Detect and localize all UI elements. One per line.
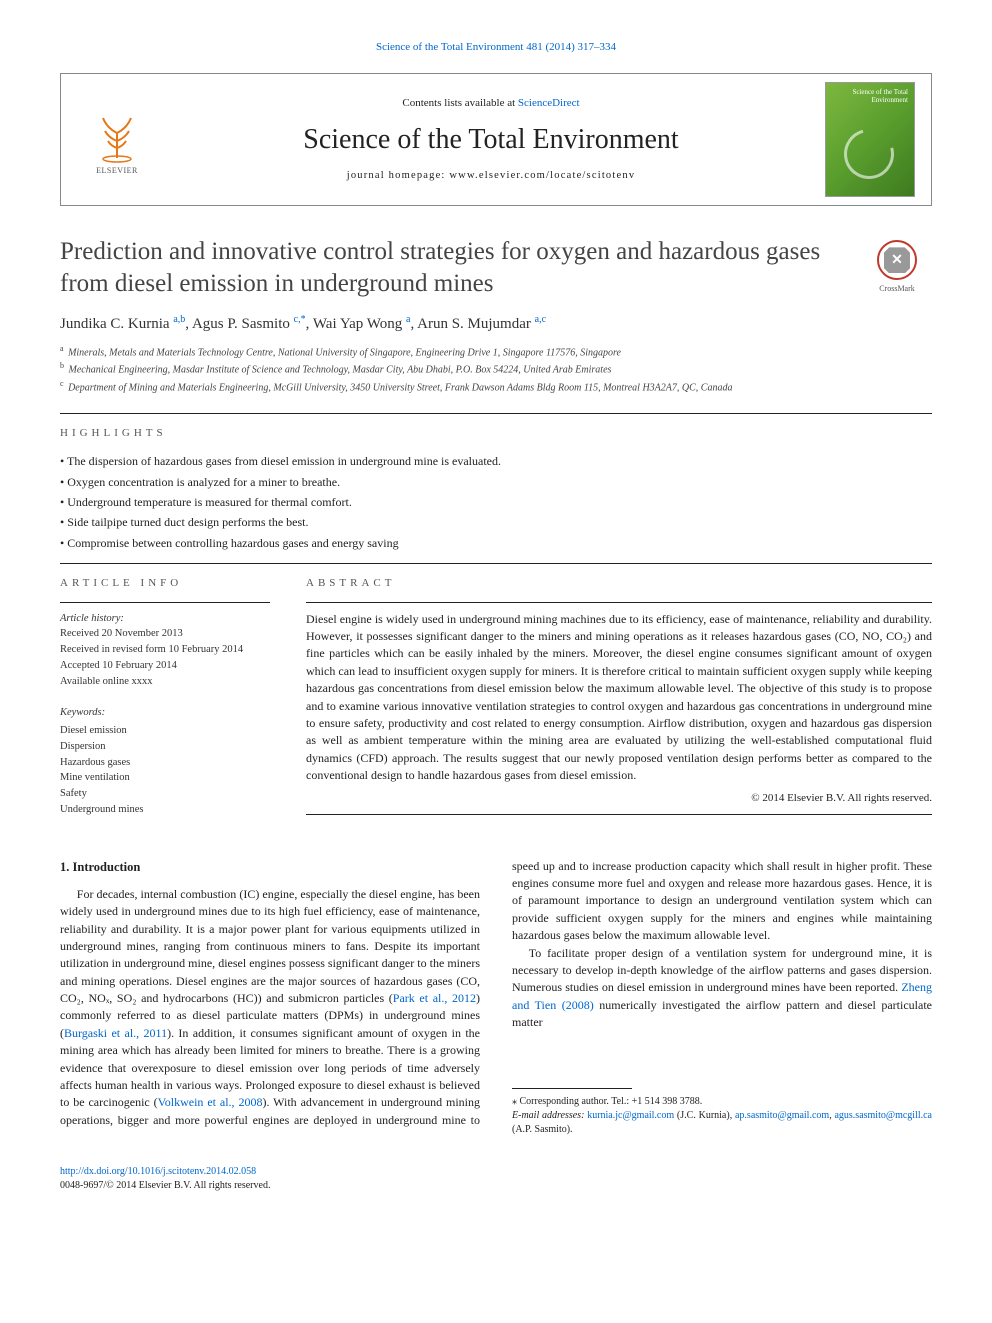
highlight-item: Side tailpipe turned duct design perform… — [60, 512, 932, 532]
body-para: To facilitate proper design of a ventila… — [512, 945, 932, 1032]
affiliation-line: c Department of Mining and Materials Eng… — [60, 378, 932, 395]
corresponding-author: ⁎ Corresponding author. Tel.: +1 514 398… — [512, 1095, 932, 1109]
history-line: Accepted 10 February 2014 — [60, 658, 270, 674]
divider — [306, 814, 932, 815]
citation-link[interactable]: Science of the Total Environment 481 (20… — [376, 41, 616, 53]
highlights-label: HIGHLIGHTS — [60, 426, 932, 441]
publisher-logo-block: ELSEVIER — [77, 103, 157, 176]
keyword: Dispersion — [60, 739, 270, 755]
email-link[interactable]: ap.sasmito@gmail.com — [735, 1110, 829, 1121]
affiliation-line: a Minerals, Metals and Materials Technol… — [60, 343, 932, 360]
footnote-divider — [512, 1088, 632, 1089]
article-info-label: ARTICLE INFO — [60, 576, 270, 591]
section-heading: 1. Introduction — [60, 858, 480, 876]
email-link[interactable]: agus.sasmito@mcgill.ca — [834, 1110, 932, 1121]
email-line: E-mail addresses: kurnia.jc@gmail.com (J… — [512, 1109, 932, 1137]
abstract-text: Diesel engine is widely used in undergro… — [306, 611, 932, 785]
crossmark-label: CrossMark — [879, 283, 915, 294]
page-footer: http://dx.doi.org/10.1016/j.scitotenv.20… — [60, 1165, 932, 1193]
article-history: Article history: Received 20 November 20… — [60, 611, 270, 690]
journal-cover-thumbnail: Science of the Total Environment — [825, 82, 915, 197]
highlights-list: The dispersion of hazardous gases from d… — [60, 451, 932, 553]
banner-center: Contents lists available at ScienceDirec… — [157, 96, 825, 183]
crossmark-icon: ✕ — [884, 247, 910, 273]
keyword: Diesel emission — [60, 723, 270, 739]
footnotes: ⁎ Corresponding author. Tel.: +1 514 398… — [512, 1095, 932, 1137]
history-head: Article history: — [60, 611, 270, 627]
highlight-item: Compromise between controlling hazardous… — [60, 533, 932, 553]
journal-banner: ELSEVIER Contents lists available at Sci… — [60, 73, 932, 206]
keyword: Hazardous gases — [60, 755, 270, 771]
citation-link[interactable]: Volkwein et al., 2008 — [158, 1095, 263, 1109]
authors-line: Jundika C. Kurnia a,b, Agus P. Sasmito c… — [60, 313, 932, 335]
history-line: Received 20 November 2013 — [60, 626, 270, 642]
keyword: Underground mines — [60, 802, 270, 818]
keyword: Mine ventilation — [60, 770, 270, 786]
highlight-item: The dispersion of hazardous gases from d… — [60, 451, 932, 471]
highlight-item: Oxygen concentration is analyzed for a m… — [60, 472, 932, 492]
body-columns: 1. Introduction For decades, internal co… — [60, 858, 932, 1137]
history-line: Available online xxxx — [60, 674, 270, 690]
cover-label: Science of the Total Environment — [826, 89, 908, 104]
crossmark-badge[interactable]: ✕ CrossMark — [862, 240, 932, 294]
affiliation-line: b Mechanical Engineering, Masdar Institu… — [60, 360, 932, 377]
issn-line: 0048-9697/© 2014 Elsevier B.V. All right… — [60, 1179, 932, 1193]
publisher-name: ELSEVIER — [96, 165, 138, 176]
homepage-url: www.elsevier.com/locate/scitotenv — [449, 170, 635, 181]
divider — [60, 602, 270, 603]
keywords-head: Keywords: — [60, 705, 270, 721]
citation-link[interactable]: Park et al., 2012 — [393, 991, 476, 1005]
history-line: Received in revised form 10 February 201… — [60, 642, 270, 658]
paper-title: Prediction and innovative control strate… — [60, 236, 842, 299]
divider — [60, 413, 932, 414]
divider — [306, 602, 932, 603]
abstract-copyright: © 2014 Elsevier B.V. All rights reserved… — [306, 791, 932, 806]
affiliations-block: a Minerals, Metals and Materials Technol… — [60, 343, 932, 395]
keyword: Safety — [60, 786, 270, 802]
cover-art-icon — [834, 119, 902, 187]
sciencedirect-link[interactable]: ScienceDirect — [518, 97, 580, 109]
elsevier-tree-icon — [89, 103, 145, 163]
abstract-label: ABSTRACT — [306, 576, 932, 591]
email-link[interactable]: kurnia.jc@gmail.com — [587, 1110, 674, 1121]
homepage-line: journal homepage: www.elsevier.com/locat… — [157, 169, 825, 184]
divider — [60, 563, 932, 564]
citation-link[interactable]: Burgaski et al., 2011 — [64, 1026, 167, 1040]
highlight-item: Underground temperature is measured for … — [60, 492, 932, 512]
journal-name: Science of the Total Environment — [157, 120, 825, 159]
header-citation: Science of the Total Environment 481 (20… — [60, 40, 932, 55]
contents-line: Contents lists available at ScienceDirec… — [157, 96, 825, 111]
keywords-block: Keywords: Diesel emissionDispersionHazar… — [60, 705, 270, 817]
doi-link[interactable]: http://dx.doi.org/10.1016/j.scitotenv.20… — [60, 1166, 256, 1177]
